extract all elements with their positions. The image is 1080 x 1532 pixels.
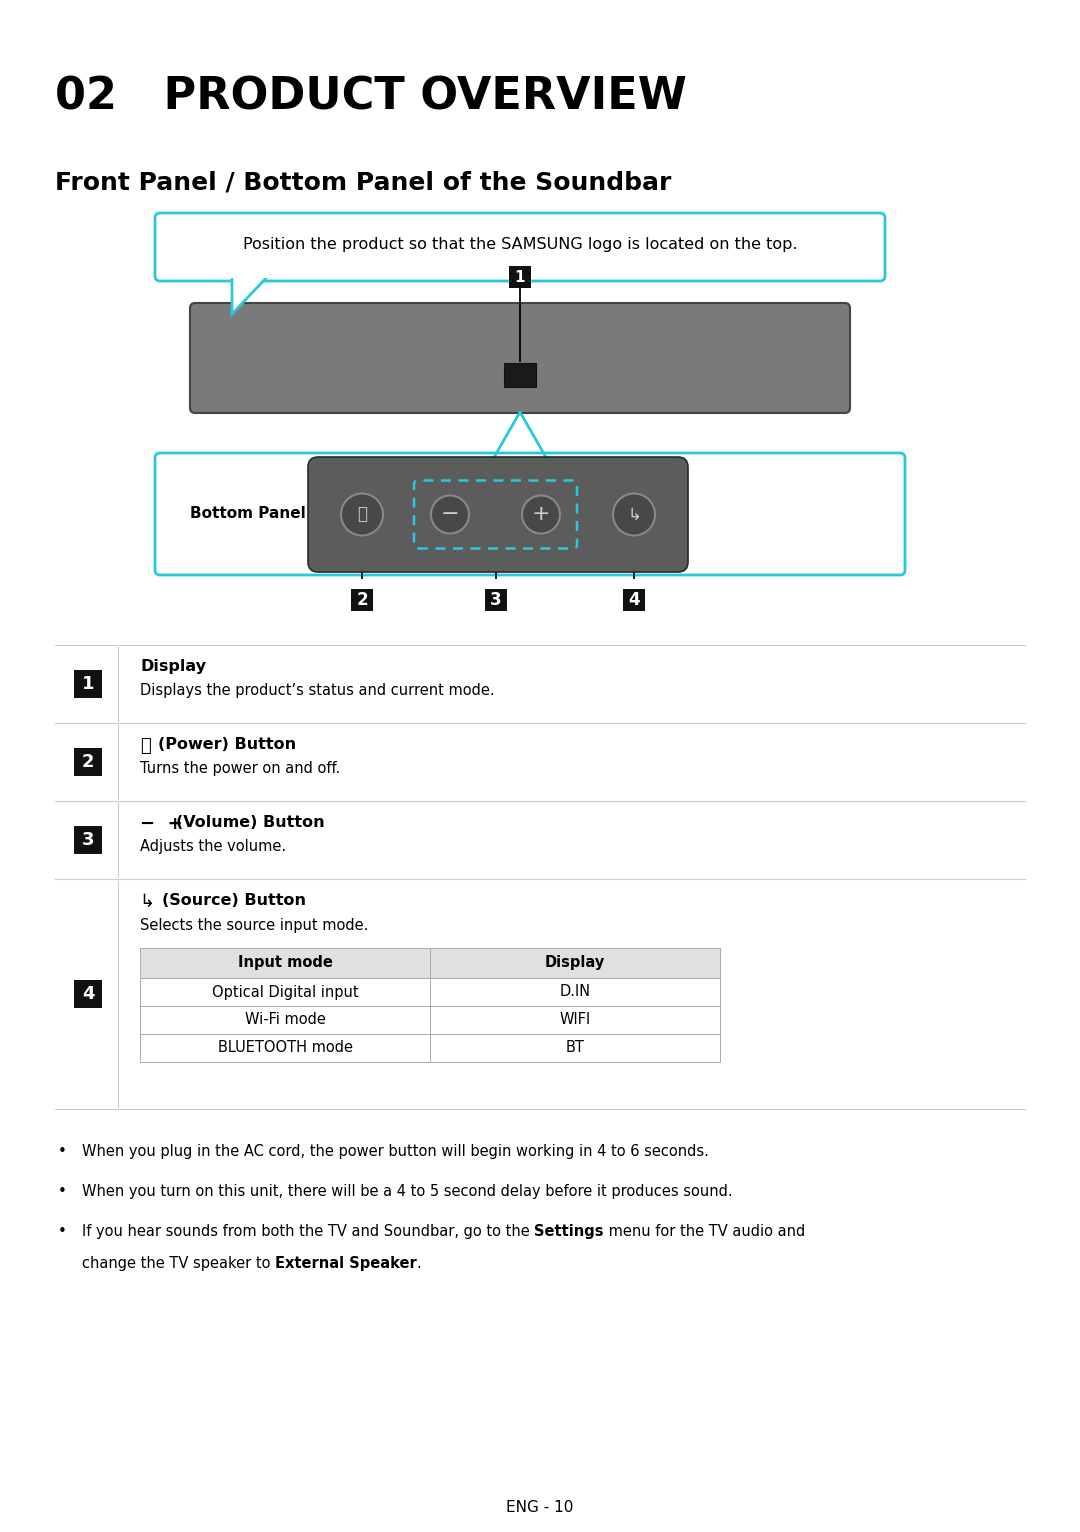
Text: 02   PRODUCT OVERVIEW: 02 PRODUCT OVERVIEW [55,75,687,118]
Text: Displays the product’s status and current mode.: Displays the product’s status and curren… [140,683,495,699]
Text: ⏻: ⏻ [140,737,151,755]
Circle shape [522,495,561,533]
Text: When you plug in the AC cord, the power button will begin working in 4 to 6 seco: When you plug in the AC cord, the power … [82,1144,708,1160]
Text: Adjusts the volume.: Adjusts the volume. [140,840,286,853]
Text: ENG - 10: ENG - 10 [507,1500,573,1515]
Text: ↳: ↳ [140,893,161,912]
Text: Selects the source input mode.: Selects the source input mode. [140,918,368,933]
Circle shape [431,495,469,533]
Text: 3: 3 [489,591,501,610]
Text: 2: 2 [356,591,368,610]
Bar [75,669,102,699]
Bar [504,363,536,388]
Text: •: • [58,1144,67,1160]
Text: 4: 4 [629,591,639,610]
Text: Turns the power on and off.: Turns the power on and off. [140,761,340,777]
Text: Optical Digital input: Optical Digital input [212,985,359,999]
Text: −: − [441,504,459,524]
Bar [485,588,507,611]
Text: .: . [417,1256,421,1272]
Text: ⏻: ⏻ [357,506,367,524]
Text: D.IN: D.IN [559,985,591,999]
Polygon shape [232,276,268,314]
Text: •: • [58,1224,67,1239]
Text: BT: BT [566,1040,584,1056]
Bar [140,977,720,1007]
Text: Position the product so that the SAMSUNG logo is located on the top.: Position the product so that the SAMSUNG… [243,237,797,253]
Text: 1: 1 [82,676,94,692]
Text: Settings: Settings [535,1224,604,1239]
Circle shape [341,493,383,536]
FancyBboxPatch shape [308,457,688,571]
Bar [75,826,102,853]
Bar [140,948,720,977]
Text: External Speaker: External Speaker [275,1256,417,1272]
Text: Front Panel / Bottom Panel of the Soundbar: Front Panel / Bottom Panel of the Soundb… [55,170,672,195]
Text: +: + [531,504,551,524]
Bar [75,748,102,777]
Text: (Power) Button: (Power) Button [158,737,296,752]
Text: Wi-Fi mode: Wi-Fi mode [244,1013,325,1028]
FancyBboxPatch shape [156,453,905,574]
Text: menu for the TV audio and: menu for the TV audio and [604,1224,805,1239]
Text: Display: Display [140,659,206,674]
Text: Bottom Panel: Bottom Panel [190,507,306,521]
Text: Display: Display [545,956,605,970]
Bar [509,267,531,288]
Text: −  +: − + [140,815,183,833]
Text: 1: 1 [515,270,525,285]
Text: If you hear sounds from both the TV and Soundbar, go to the: If you hear sounds from both the TV and … [82,1224,535,1239]
Text: When you turn on this unit, there will be a 4 to 5 second delay before it produc: When you turn on this unit, there will b… [82,1184,732,1200]
Bar [140,1034,720,1062]
Text: (Volume) Button: (Volume) Button [176,815,325,830]
Bar [351,588,373,611]
Bar [140,1007,720,1034]
Bar [623,588,645,611]
Text: Input mode: Input mode [238,956,333,970]
FancyBboxPatch shape [190,303,850,414]
Text: 3: 3 [82,830,94,849]
Circle shape [613,493,654,536]
Text: BLUETOOTH mode: BLUETOOTH mode [217,1040,352,1056]
Text: •: • [58,1184,67,1200]
Text: ↳: ↳ [627,506,640,524]
Bar [75,980,102,1008]
Text: 4: 4 [82,985,94,1003]
Text: (Source) Button: (Source) Button [162,893,306,908]
Text: 2: 2 [82,754,94,771]
Text: WIFI: WIFI [559,1013,591,1028]
Text: change the TV speaker to: change the TV speaker to [82,1256,275,1272]
FancyBboxPatch shape [156,213,885,280]
